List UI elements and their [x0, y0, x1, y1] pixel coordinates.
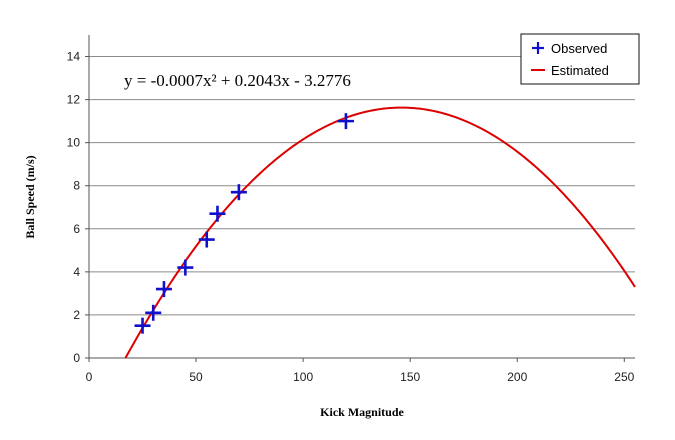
- observed-point: [155, 281, 172, 298]
- y-tick-label: 6: [73, 222, 80, 236]
- observed-point: [145, 304, 162, 321]
- observed-point: [209, 205, 226, 222]
- legend-observed-marker: [532, 42, 544, 54]
- x-axis-title: Kick Magnitude: [320, 405, 404, 419]
- observed-point: [230, 184, 247, 201]
- observed-point: [337, 113, 354, 130]
- legend-observed-label: Observed: [551, 41, 607, 56]
- gridlines: [89, 56, 635, 316]
- x-tick-label: 50: [189, 370, 203, 384]
- legend-box: [520, 33, 640, 85]
- y-axis-title: Ball Speed (m/s): [23, 155, 37, 238]
- y-tick-label: 4: [73, 265, 80, 279]
- x-tick-label: 100: [293, 370, 313, 384]
- y-tick-label: 8: [73, 179, 80, 193]
- x-tick-label: 200: [507, 370, 527, 384]
- x-tick-label: 150: [400, 370, 420, 384]
- y-tick-label: 12: [67, 93, 81, 107]
- observed-series: [134, 113, 354, 334]
- equation-annotation: y = -0.0007x² + 0.2043x - 3.2776: [124, 71, 351, 90]
- x-tick-labels: 0 50 100 150 200 250: [86, 370, 635, 384]
- observed-point: [177, 259, 194, 276]
- y-tick-label: 10: [67, 136, 81, 150]
- observed-point: [134, 317, 151, 334]
- x-tick-label: 250: [614, 370, 634, 384]
- y-tick-label: 0: [73, 351, 80, 365]
- observed-point: [198, 231, 215, 248]
- y-tick-label: 2: [73, 308, 80, 322]
- estimated-curve: [124, 106, 636, 359]
- legend-estimated-label: Estimated: [551, 63, 609, 78]
- axes: [85, 35, 635, 362]
- y-tick-labels: 0 2 4 6 8 10 12 14: [67, 50, 81, 365]
- estimated-series: [124, 106, 636, 359]
- y-tick-label: 14: [67, 50, 81, 64]
- legend: Observed Estimated: [520, 33, 640, 85]
- x-tick-label: 0: [86, 370, 93, 384]
